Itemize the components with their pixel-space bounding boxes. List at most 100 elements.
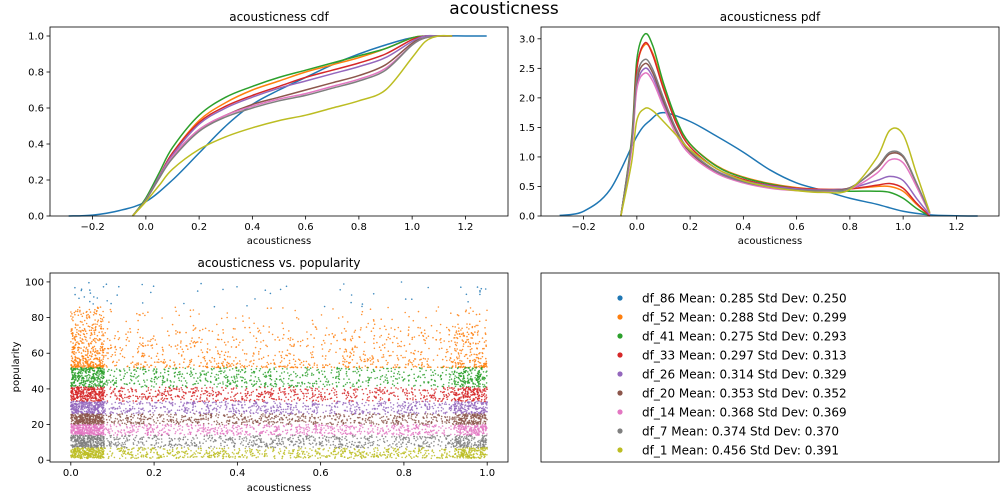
scatter-point [185, 391, 187, 394]
scatter-point [373, 338, 375, 340]
scatter-point [87, 389, 89, 392]
scatter-point [379, 417, 381, 420]
scatter-point [249, 412, 252, 415]
scatter-point [83, 327, 86, 330]
scatter-point [194, 405, 197, 408]
scatter-point [98, 396, 101, 398]
scatter-point [166, 378, 169, 380]
scatter-point [123, 387, 125, 390]
scatter-point [131, 407, 134, 410]
scatter-point [477, 330, 480, 332]
scatter-point [457, 314, 460, 317]
scatter-point [282, 365, 285, 368]
scatter-point [334, 334, 336, 336]
scatter-point [434, 399, 437, 401]
scatter-point [235, 407, 238, 410]
scatter-point [281, 367, 284, 370]
scatter-point [114, 407, 117, 410]
scatter-point [322, 398, 325, 400]
scatter-point [464, 395, 467, 397]
scatter-point [454, 392, 457, 394]
scatter-point [226, 361, 229, 364]
scatter-point [137, 380, 139, 382]
scatter-point [179, 346, 182, 348]
scatter-point [82, 397, 85, 400]
scatter-point [259, 368, 262, 370]
scatter-point [470, 372, 473, 374]
scatter-point [280, 398, 283, 401]
scatter-point [467, 380, 469, 383]
scatter-point [241, 398, 244, 400]
scatter-point [342, 385, 345, 387]
scatter-point [296, 382, 299, 384]
scatter-point [325, 355, 327, 357]
scatter-point [467, 389, 470, 391]
scatter-point [452, 373, 455, 376]
scatter-point [476, 389, 479, 392]
cdf-lines [68, 34, 487, 217]
scatter-point [217, 377, 220, 379]
scatter-point [205, 372, 208, 375]
scatter-point [450, 406, 453, 408]
scatter-point [348, 403, 351, 406]
pdf-ytick-label: 0.5 [519, 182, 535, 193]
scatter-point [182, 351, 185, 353]
scatter-point [77, 314, 80, 317]
scatter-point [79, 398, 82, 400]
scatter-point [475, 396, 477, 399]
scatter-point [150, 389, 152, 391]
scatter-point [250, 368, 253, 371]
scatter-point [478, 352, 480, 355]
scatter-point [230, 399, 232, 402]
scatter-point [74, 391, 77, 394]
scatter-point [236, 380, 239, 382]
scatter-point [167, 392, 169, 394]
scatter-point [90, 347, 93, 350]
scatter-point [380, 318, 383, 321]
scatter-point [72, 400, 75, 403]
scatter-point [466, 377, 469, 380]
scatter-point [424, 400, 427, 403]
scatter-point [360, 327, 362, 329]
scatter-point [192, 329, 195, 332]
scatter-point [333, 400, 336, 402]
scatter-point [93, 397, 96, 399]
scatter-point [192, 406, 194, 409]
scatter-point [88, 369, 91, 372]
scatter-point [178, 405, 181, 408]
scatter-point [252, 352, 255, 354]
scatter-point [386, 382, 389, 385]
scatter-point [93, 372, 96, 375]
scatter-point [484, 390, 487, 392]
scatter-point [171, 404, 174, 406]
scatter-point [484, 406, 487, 409]
scatter-point [79, 334, 82, 337]
scatter-point [95, 352, 98, 354]
scatter-point [253, 384, 255, 387]
scatter-point [147, 389, 150, 391]
scatter-point [463, 410, 466, 413]
scatter-point [337, 375, 340, 378]
scatter-point [150, 338, 152, 341]
scatter-point [455, 365, 457, 367]
scatter-point [192, 368, 195, 371]
scatter-point [345, 368, 347, 370]
scatter-point [354, 406, 356, 408]
scatter-point [311, 351, 314, 353]
scatter-point [114, 364, 116, 367]
scatter-point [364, 354, 367, 356]
scatter-point [75, 343, 77, 346]
scatter-point [302, 397, 305, 400]
scatter-point [77, 393, 79, 395]
scatter-point [264, 392, 267, 395]
scatter-point [244, 370, 247, 373]
scatter-point [291, 379, 294, 382]
scatter-point [423, 365, 425, 368]
scatter-point [263, 401, 265, 404]
scatter-point [409, 361, 412, 363]
scatter-point [468, 366, 470, 369]
scatter-point [308, 412, 310, 415]
scatter-point [190, 346, 192, 349]
scatter-point [164, 369, 166, 371]
scatter-point [420, 331, 423, 334]
